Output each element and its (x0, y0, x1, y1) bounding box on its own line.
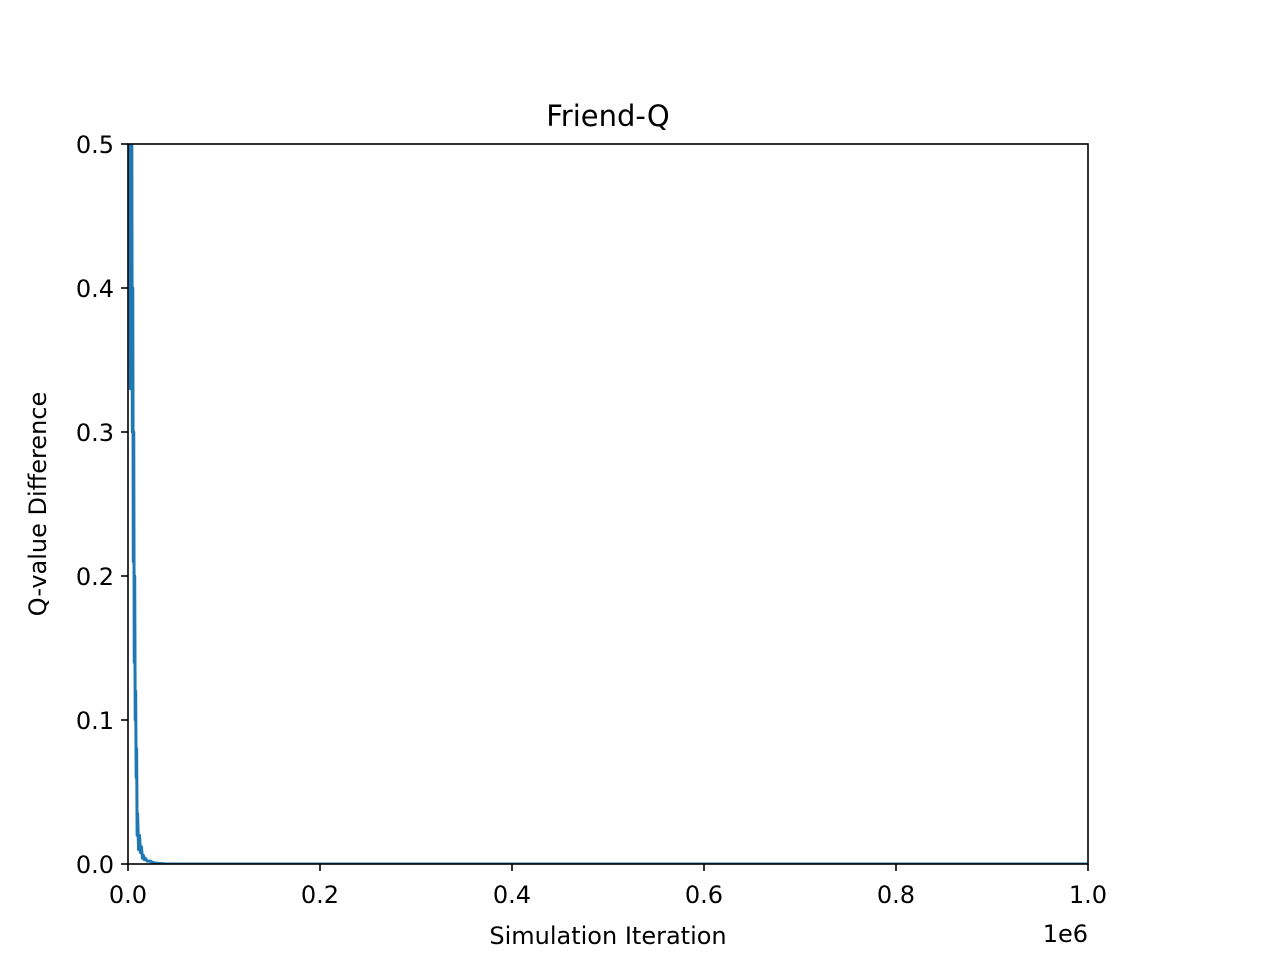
series-line-0 (128, 144, 1088, 864)
x-tick-label: 0.2 (301, 881, 339, 909)
x-tick-label: 0.0 (109, 881, 147, 909)
x-axis: 0.0 0.2 0.4 0.6 0.8 1.0 (109, 864, 1107, 909)
y-tick-label: 0.2 (76, 563, 114, 591)
x-axis-label: Simulation Iteration (489, 922, 726, 950)
x-tick-label: 0.6 (685, 881, 723, 909)
x-tick-label: 1.0 (1069, 881, 1107, 909)
x-tick-label: 0.4 (493, 881, 531, 909)
y-axis: 0.0 0.1 0.2 0.3 0.4 0.5 (76, 131, 128, 879)
plot-area (127, 143, 1089, 865)
chart-title: Friend-Q (546, 99, 670, 133)
x-tick-label: 0.8 (877, 881, 915, 909)
y-axis-label: Q-value Difference (24, 392, 52, 616)
plot-frame (127, 143, 1089, 865)
y-tick-label: 0.0 (76, 851, 114, 879)
y-tick-label: 0.5 (76, 131, 114, 159)
series-layer (128, 144, 1088, 864)
y-tick-label: 0.3 (76, 419, 114, 447)
x-axis-offset-label: 1e6 (1043, 920, 1088, 948)
y-tick-label: 0.4 (76, 275, 114, 303)
y-tick-label: 0.1 (76, 707, 114, 735)
